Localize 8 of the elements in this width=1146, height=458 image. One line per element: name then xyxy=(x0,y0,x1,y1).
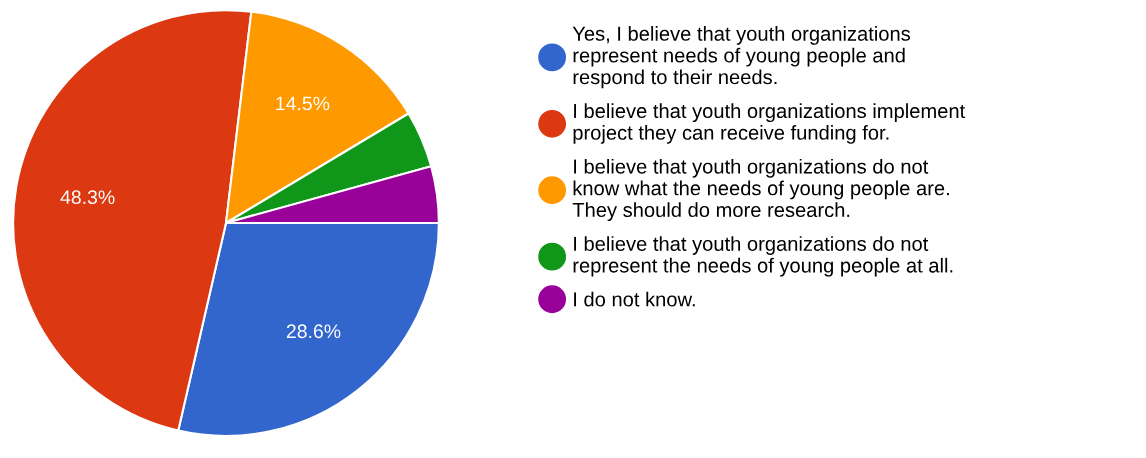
data-label: 14.5% xyxy=(276,96,330,111)
legend-label: I believe that youth organizations implement project they can receive funding for. xyxy=(573,103,966,144)
legend-label: I believe that youth organizations do not know what the needs of young people are. They should do more research. xyxy=(572,158,949,222)
data-label: 28.6% xyxy=(286,324,341,339)
legend-label: I believe that youth organizations do not represent the needs of young people at all. xyxy=(573,236,953,277)
data-label: 48.3% xyxy=(60,190,115,205)
legend-label: I do not know. xyxy=(574,291,695,307)
legend-label: Yes, I believe that youth organizations represent needs of young people and respond to their needs. xyxy=(572,26,911,89)
